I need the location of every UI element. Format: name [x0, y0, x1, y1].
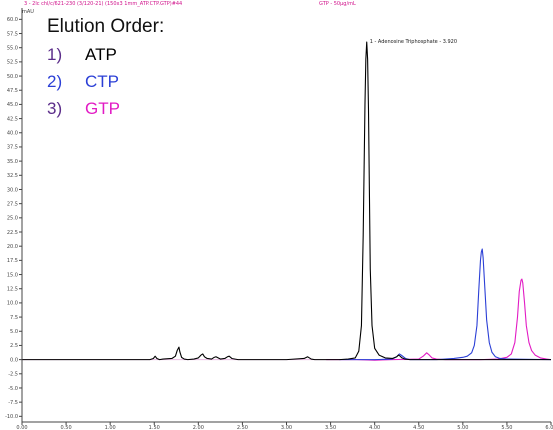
legend-item-gtp: 3) GTP	[47, 99, 164, 126]
legend-item-ctp: 2) CTP	[47, 72, 164, 99]
elution-legend: Elution Order: 1) ATP 2) CTP 3) GTP	[47, 16, 164, 126]
x-tick-label: 0.00	[16, 425, 27, 430]
x-tick-label: 6.00	[545, 425, 553, 430]
y-tick-label: 37.5	[7, 145, 18, 151]
y-tick-label: 40.0	[7, 131, 18, 137]
series-line-atp	[22, 41, 551, 361]
x-tick-label: 3.50	[325, 425, 336, 430]
y-tick-label: 35.0	[7, 159, 18, 165]
y-axis-label: mAU	[22, 9, 34, 15]
y-tick-label: 57.5	[7, 31, 18, 37]
y-tick-label: 20.0	[7, 244, 18, 250]
x-tick-label: 1.00	[105, 425, 116, 430]
legend-number: 2)	[47, 72, 63, 91]
x-tick-label: 2.50	[237, 425, 248, 430]
y-tick-label: 50.0	[7, 74, 18, 80]
series-line-gtp	[326, 278, 552, 361]
y-tick-label: 47.5	[7, 88, 18, 94]
legend-item-atp: 1) ATP	[47, 45, 164, 72]
y-tick-label: 30.0	[7, 187, 18, 193]
y-tick-label: -10.0	[5, 414, 18, 420]
y-tick-label: 15.0	[7, 272, 18, 278]
y-tick-label: 32.5	[7, 173, 18, 179]
x-tick-label: 5.00	[457, 425, 468, 430]
y-tick-label: -5.0	[8, 386, 18, 392]
y-tick-label: 12.5	[7, 287, 18, 293]
y-tick-label: -2.5	[8, 372, 18, 378]
x-tick-label: 2.00	[193, 425, 204, 430]
y-tick-label: 2.5	[10, 343, 18, 349]
legend-label: CTP	[85, 72, 119, 91]
y-tick-label: 55.0	[7, 45, 18, 51]
x-tick-label: 0.50	[61, 425, 72, 430]
y-tick-label: 10.0	[7, 301, 18, 307]
header-right-text: GTP - 50µg/mL	[319, 1, 356, 7]
legend-number: 3)	[47, 99, 63, 118]
y-tick-label: 5.0	[10, 329, 18, 335]
x-tick-label: 4.00	[369, 425, 380, 430]
y-tick-label: 27.5	[7, 201, 18, 207]
y-tick-label: 52.5	[7, 60, 18, 66]
y-tick-label: 45.0	[7, 102, 18, 108]
x-tick-label: 3.00	[281, 425, 292, 430]
series-line-ctp	[339, 248, 552, 361]
y-tick-label: 22.5	[7, 230, 18, 236]
legend-label: GTP	[85, 99, 120, 118]
y-tick-label: 17.5	[7, 258, 18, 264]
x-tick-label: 4.50	[413, 425, 424, 430]
legend-number: 1)	[47, 45, 63, 64]
header-left-text: 3 - 2lc chl/c/621-230 (3/120-21) (150x3 …	[24, 1, 183, 7]
y-tick-label: -7.5	[8, 400, 18, 406]
x-tick-label: 5.50	[501, 425, 512, 430]
x-tick-label: 1.50	[149, 425, 160, 430]
y-tick-label: 60.0	[7, 17, 18, 23]
y-tick-label: 0.0	[10, 357, 18, 363]
peak-annotation: 1 - Adenosine Triphosphate - 3.920	[370, 39, 457, 45]
y-tick-label: 7.5	[10, 315, 18, 321]
legend-label: ATP	[85, 45, 117, 64]
legend-title: Elution Order:	[47, 16, 165, 37]
y-tick-label: 42.5	[7, 116, 18, 122]
y-tick-label: 25.0	[7, 216, 18, 222]
